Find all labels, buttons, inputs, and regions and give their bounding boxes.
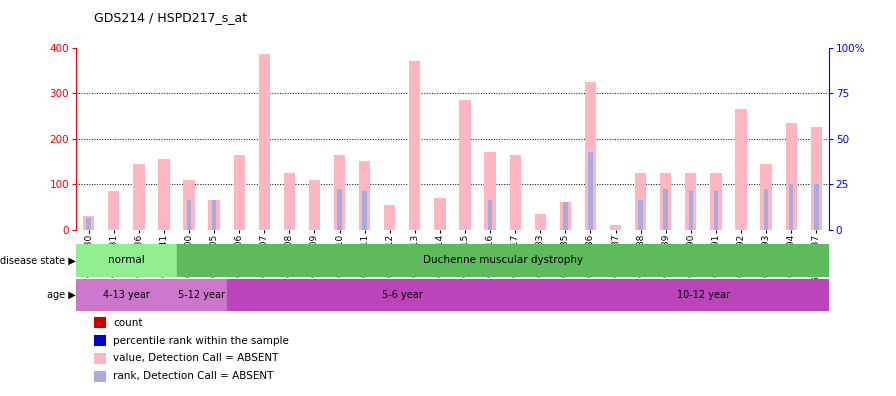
Bar: [510, 154, 521, 230]
Bar: [186, 200, 192, 230]
Bar: [334, 154, 345, 230]
Bar: [638, 200, 643, 230]
Bar: [177, 244, 829, 277]
Bar: [435, 198, 445, 230]
Bar: [309, 179, 320, 230]
Text: 10-12 year: 10-12 year: [676, 290, 730, 300]
Text: normal: normal: [108, 255, 145, 265]
Text: 5-6 year: 5-6 year: [382, 290, 423, 300]
Text: 5-12 year: 5-12 year: [178, 290, 225, 300]
Bar: [76, 279, 177, 311]
Bar: [763, 188, 769, 230]
Bar: [384, 205, 395, 230]
Bar: [610, 225, 621, 230]
Bar: [359, 161, 370, 230]
Bar: [761, 164, 771, 230]
Bar: [259, 54, 270, 230]
Bar: [578, 279, 829, 311]
Text: 4-13 year: 4-13 year: [103, 290, 150, 300]
Bar: [663, 188, 668, 230]
Bar: [487, 200, 493, 230]
Bar: [227, 279, 578, 311]
Bar: [234, 154, 245, 230]
Bar: [585, 82, 596, 230]
Bar: [560, 202, 571, 230]
Bar: [134, 164, 144, 230]
Bar: [108, 191, 119, 230]
Bar: [83, 216, 94, 230]
Bar: [485, 152, 495, 230]
Text: value, Detection Call = ABSENT: value, Detection Call = ABSENT: [113, 353, 279, 364]
Bar: [786, 123, 797, 230]
Bar: [211, 200, 217, 230]
Bar: [209, 200, 220, 230]
Text: rank, Detection Call = ABSENT: rank, Detection Call = ABSENT: [113, 371, 273, 381]
Bar: [788, 184, 794, 230]
Bar: [86, 218, 91, 230]
Bar: [460, 100, 470, 230]
Bar: [713, 191, 719, 230]
Text: Duchenne muscular dystrophy: Duchenne muscular dystrophy: [423, 255, 582, 265]
Text: age ▶: age ▶: [47, 290, 76, 300]
Text: GDS214 / HSPD217_s_at: GDS214 / HSPD217_s_at: [94, 11, 247, 24]
Bar: [588, 152, 593, 230]
Bar: [159, 159, 169, 230]
Bar: [736, 109, 746, 230]
Bar: [409, 61, 420, 230]
Bar: [811, 127, 822, 230]
Bar: [660, 173, 671, 230]
Text: percentile rank within the sample: percentile rank within the sample: [113, 335, 289, 346]
Bar: [362, 191, 367, 230]
Bar: [76, 244, 177, 277]
Text: count: count: [113, 318, 142, 328]
Bar: [284, 173, 295, 230]
Text: disease state ▶: disease state ▶: [0, 255, 76, 265]
Bar: [688, 191, 694, 230]
Bar: [535, 214, 546, 230]
Bar: [685, 173, 696, 230]
Bar: [184, 179, 194, 230]
Bar: [635, 173, 646, 230]
Bar: [711, 173, 721, 230]
Bar: [337, 188, 342, 230]
Bar: [177, 279, 227, 311]
Bar: [563, 202, 568, 230]
Bar: [814, 184, 819, 230]
